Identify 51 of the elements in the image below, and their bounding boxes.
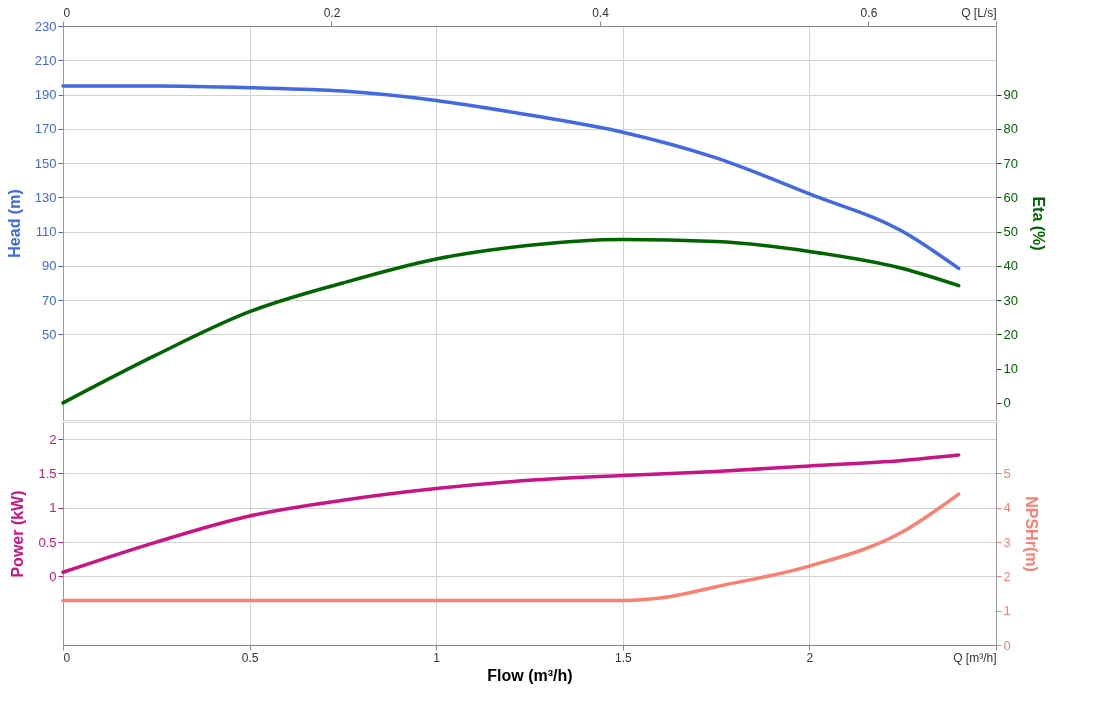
y2-tick-label: 20 — [1003, 326, 1018, 342]
y-tick-label: 70 — [42, 292, 57, 308]
y2-tick-label: 4 — [1003, 500, 1011, 516]
y-tick-label: 230 — [34, 18, 57, 34]
x-axis-title: Flow (m³/h) — [487, 666, 573, 684]
y2-tick-label: 2 — [1003, 568, 1011, 584]
y-tick-label: 1 — [49, 500, 57, 516]
y-tick-label: 90 — [42, 258, 57, 274]
y-tick-label: 0.5 — [38, 534, 57, 550]
x-tick-label: 0.5 — [241, 650, 259, 665]
y-tick-label: 170 — [34, 121, 57, 137]
y2-tick-label: 1 — [1003, 603, 1011, 619]
y-tick-label: 130 — [34, 189, 57, 205]
y-tick-label: 0 — [49, 568, 57, 584]
y2-tick-label: 90 — [1003, 87, 1018, 103]
line-series — [61, 84, 961, 271]
y-tick-label: 150 — [34, 155, 57, 171]
y-axis-title: Power (kW) — [9, 490, 27, 578]
y-tick-label: 190 — [34, 87, 57, 103]
y2-tick-label: 60 — [1003, 189, 1018, 205]
y2-tick-label: 0 — [1003, 637, 1011, 653]
x-tick-label: 1 — [433, 650, 441, 665]
y2-axis-title: Eta (%) — [1029, 196, 1047, 251]
y-tick-label: 110 — [35, 224, 57, 240]
line-series — [61, 453, 961, 575]
x-tick-label: 2 — [806, 650, 814, 665]
y2-tick-label: 10 — [1003, 361, 1018, 377]
y2-axis-title: NPSHr(m) — [1022, 496, 1040, 572]
y-tick-label: 210 — [34, 52, 57, 68]
y-axis-title: Head (m) — [5, 189, 23, 258]
y2-tick-label: 40 — [1003, 258, 1018, 274]
x2-tick-label: 0.2 — [323, 5, 341, 20]
y2-tick-label: 80 — [1003, 121, 1018, 137]
y2-tick-label: 50 — [1003, 224, 1018, 240]
x-tick-label: Q [m³/h] — [953, 650, 997, 665]
y-tick-label: 2 — [49, 431, 57, 447]
y-tick-label: 50 — [42, 326, 57, 342]
x2-tick-label: Q [L/s] — [961, 5, 997, 20]
line-series — [61, 237, 961, 405]
y2-tick-label: 0 — [1003, 395, 1011, 411]
x2-tick-label: 0 — [63, 5, 71, 20]
y-tick-label: 1.5 — [38, 465, 57, 481]
x2-tick-label: 0.6 — [860, 5, 878, 20]
x-tick-label: 0 — [63, 650, 71, 665]
x2-tick-label: 0.4 — [592, 5, 610, 20]
y2-tick-label: 5 — [1003, 465, 1011, 481]
x-tick-label: 1.5 — [614, 650, 632, 665]
line-series — [61, 492, 961, 603]
y2-tick-label: 70 — [1003, 155, 1018, 171]
y2-tick-label: 3 — [1003, 534, 1011, 550]
y2-tick-label: 30 — [1003, 292, 1018, 308]
